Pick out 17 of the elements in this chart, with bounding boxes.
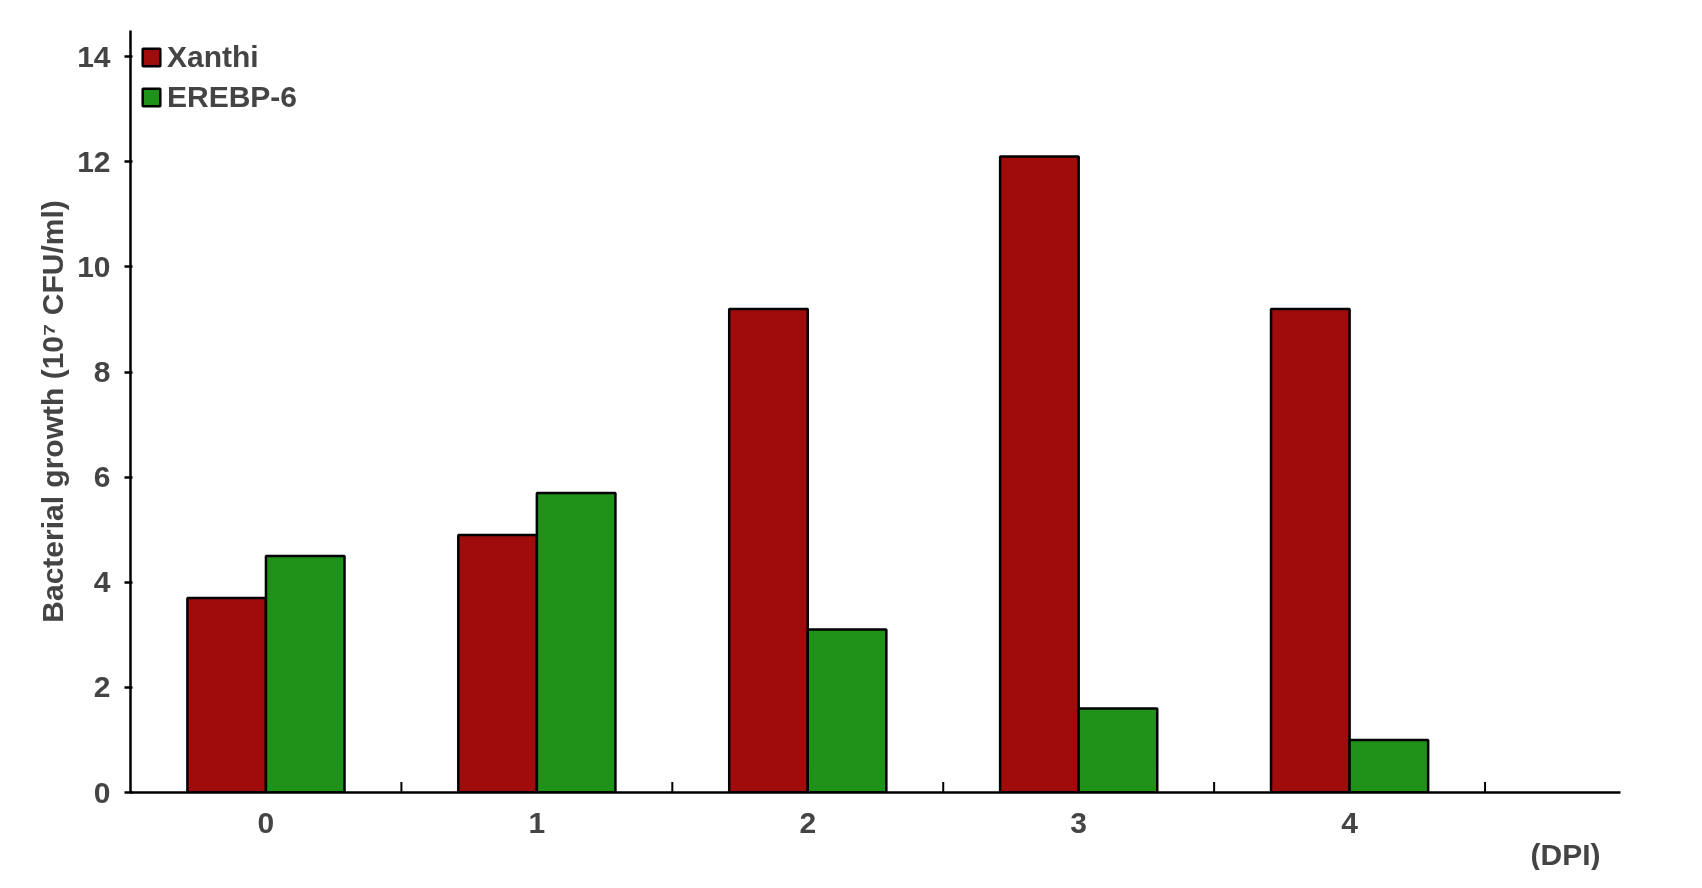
legend-label: EREBP-6 [167,80,298,114]
x-tick-label: 2 [799,805,817,839]
x-tick-label: 0 [257,805,275,839]
y-tick-label: 4 [93,565,111,599]
y-tick-label: 14 [77,39,111,73]
y-axis-title: Bacterial growth (10⁷ CFU/ml) [36,200,70,623]
x-tick-label: 4 [1341,805,1359,839]
legend-label: Xanthi [167,40,259,74]
y-tick-label: 12 [77,144,111,178]
x-tick-label: 3 [1070,805,1088,839]
x-tick-label: 1 [528,805,546,839]
y-tick-label: 2 [93,670,111,704]
y-tick-label: 6 [93,460,111,494]
y-tick-label: 8 [93,355,111,389]
y-tick-label: 10 [77,249,111,283]
x-axis-title: (DPI) [1530,837,1601,871]
y-tick-label: 0 [93,775,111,809]
